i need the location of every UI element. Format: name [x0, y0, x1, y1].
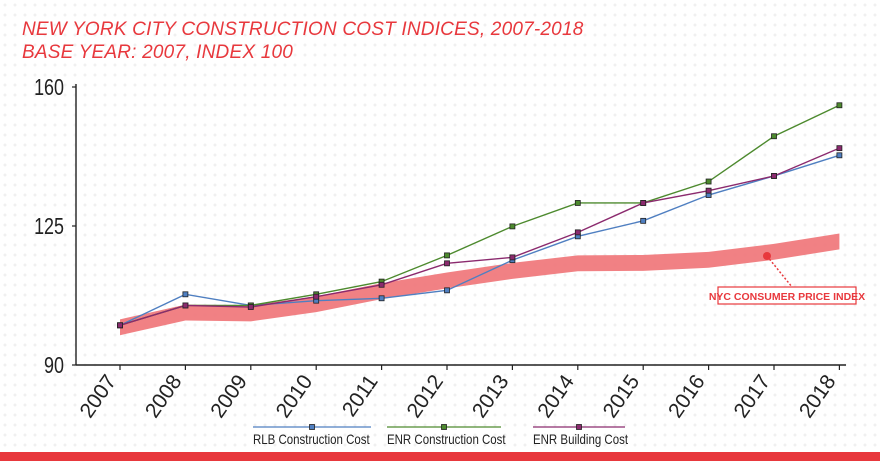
- data-point-rlb: [444, 287, 450, 294]
- legend-label-rlb: RLB Construction Cost: [253, 431, 370, 447]
- data-point-enr-building: [247, 304, 254, 310]
- bottom-accent-bar: [0, 452, 880, 461]
- data-point-enr-construction: [574, 200, 581, 206]
- data-point-enr-construction: [509, 223, 516, 230]
- x-tick-label: 2010: [272, 371, 318, 422]
- data-point-enr-building: [509, 254, 516, 261]
- chart-title: NEW YORK CITY CONSTRUCTION COST INDICES,…: [22, 19, 584, 40]
- series-line-rlb: [119, 154, 840, 326]
- legend-marker-enr-construction: [441, 424, 447, 430]
- data-point-enr-building: [117, 322, 123, 329]
- cpi-annotation-dot: [763, 252, 771, 260]
- x-tick-label: 2016: [664, 371, 710, 422]
- data-point-enr-construction: [444, 252, 450, 259]
- cpi-annotation-leader: [766, 255, 793, 288]
- cpi-annotation-label: NYC CONSUMER PRICE INDEX: [709, 291, 865, 303]
- data-point-rlb: [378, 295, 385, 302]
- data-point-enr-building: [313, 293, 320, 300]
- x-tick-label: 2017: [729, 371, 775, 422]
- data-point-enr-building: [836, 145, 843, 152]
- x-tick-label: 2011: [338, 371, 383, 421]
- data-point-enr-construction: [705, 178, 712, 185]
- data-point-enr-building: [771, 173, 777, 179]
- data-point-rlb: [836, 152, 843, 159]
- data-point-enr-building: [705, 187, 712, 194]
- data-point-enr-building: [574, 229, 581, 236]
- data-point-enr-building: [378, 281, 385, 288]
- y-tick-label: 160: [34, 75, 64, 101]
- legend-label-enr-construction: ENR Construction Cost: [387, 431, 506, 447]
- x-tick-label: 2014: [533, 370, 579, 422]
- x-tick-label: 2012: [402, 371, 448, 422]
- legend-marker-rlb: [309, 424, 315, 430]
- x-tick-label: 2009: [206, 371, 252, 422]
- chart-subtitle: BASE YEAR: 2007, INDEX 100: [22, 42, 293, 63]
- data-point-enr-construction: [771, 133, 777, 140]
- series-line-enr-building: [119, 147, 840, 326]
- y-tick-label: 90: [44, 353, 64, 379]
- x-tick-label: 2007: [75, 371, 121, 422]
- data-point-rlb: [640, 217, 647, 224]
- data-point-enr-construction: [836, 102, 843, 109]
- x-tick-label: 2015: [599, 371, 645, 422]
- cpi-annotation-box: [717, 286, 857, 305]
- x-tick-label: 2013: [468, 371, 514, 422]
- data-point-enr-building: [182, 302, 189, 309]
- y-tick-label: 125: [34, 214, 64, 240]
- data-point-enr-building: [444, 260, 450, 267]
- series-line-enr-construction: [119, 104, 840, 326]
- cpi-band: [120, 233, 840, 336]
- x-tick-label: 2018: [795, 371, 841, 422]
- legend-marker-enr-building: [576, 424, 582, 430]
- data-point-rlb: [182, 291, 189, 298]
- data-point-enr-building: [640, 200, 647, 206]
- x-tick-label: 2008: [141, 371, 187, 422]
- legend-label-enr-building: ENR Building Cost: [533, 431, 628, 447]
